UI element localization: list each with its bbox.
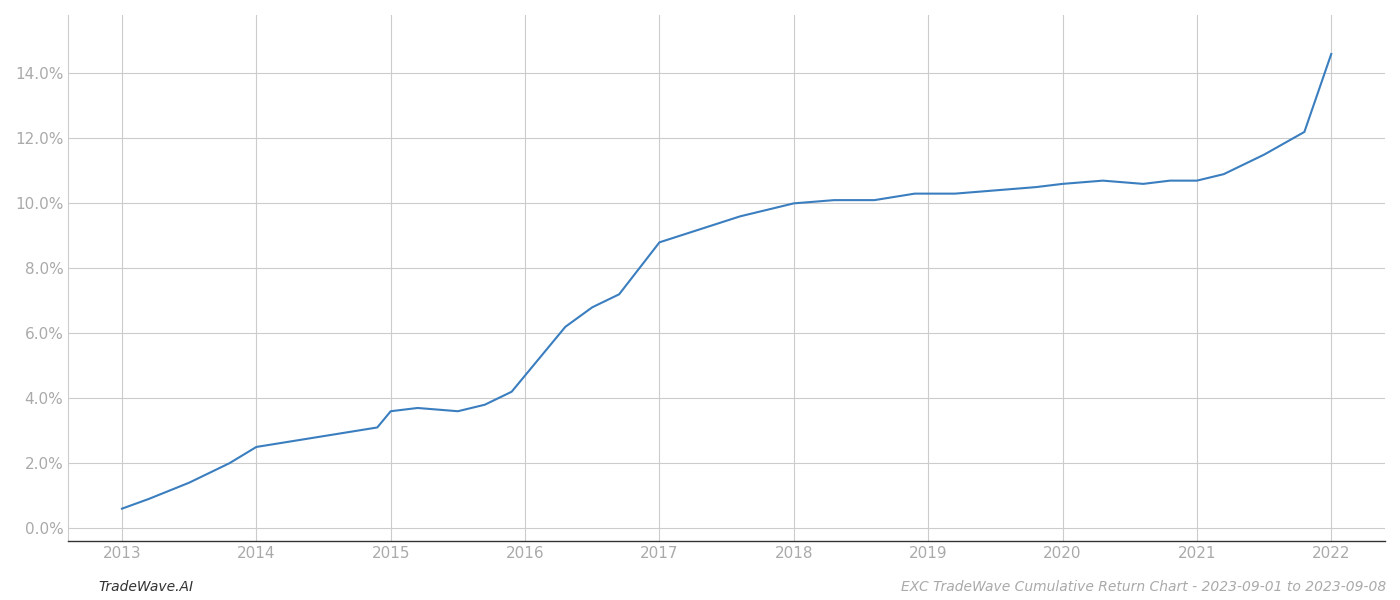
Text: TradeWave.AI: TradeWave.AI — [98, 580, 193, 594]
Text: EXC TradeWave Cumulative Return Chart - 2023-09-01 to 2023-09-08: EXC TradeWave Cumulative Return Chart - … — [900, 580, 1386, 594]
